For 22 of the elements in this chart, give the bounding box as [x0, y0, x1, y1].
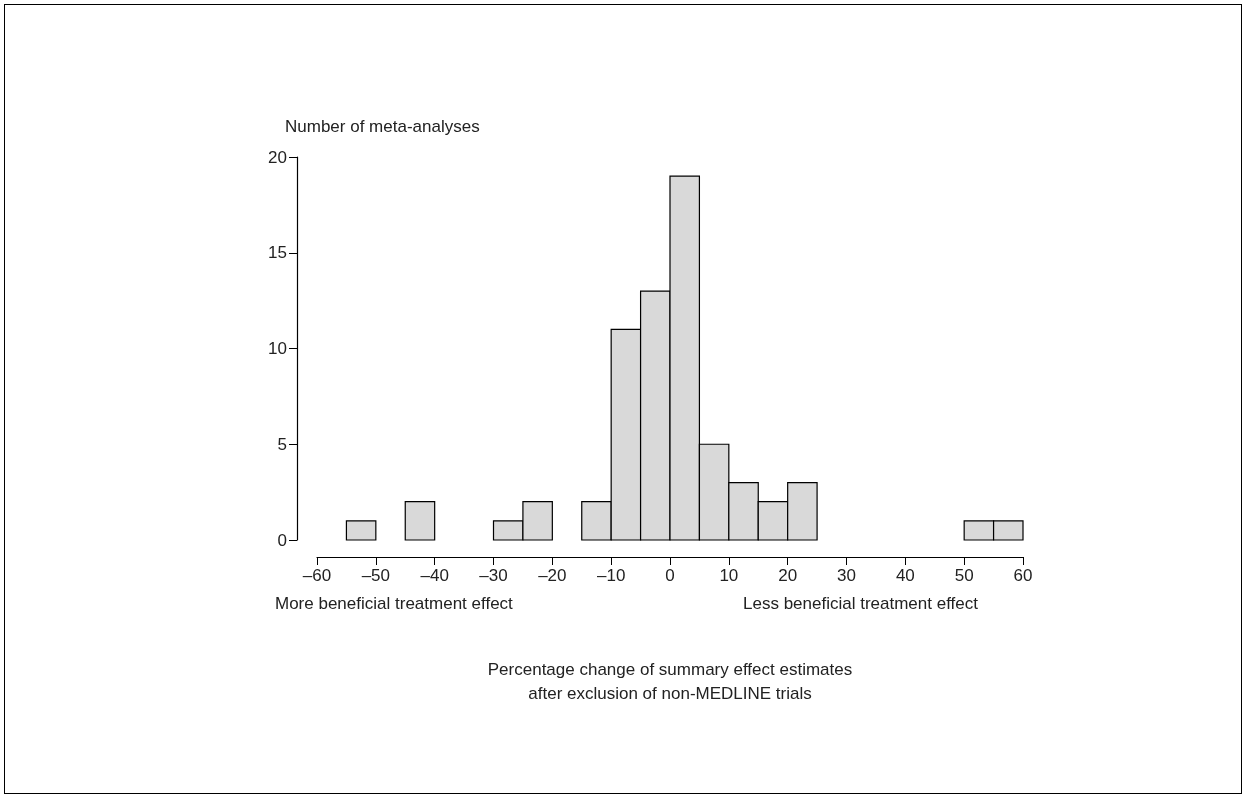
y-tick-label: 5 — [277, 434, 287, 454]
y-tick-label: 10 — [268, 339, 287, 358]
y-tick-label: 15 — [268, 243, 287, 263]
x-tick-label: 50 — [954, 566, 974, 585]
x-tick-label: –50 — [361, 566, 391, 585]
x-tick-label: 60 — [1013, 566, 1033, 585]
x-tick-label: –40 — [420, 566, 449, 585]
text: More beneficial treatment effect — [275, 594, 514, 613]
x-tick-label: 30 — [837, 566, 856, 585]
y-tick-label: 20 — [268, 147, 287, 167]
x-tick-label: –20 — [538, 566, 567, 585]
y-axis-title: Number of meta-analyses — [285, 117, 480, 136]
x-axis-title: Percentage change of summary effect estimates after exclusion of non-MEDLINE trials — [487, 659, 853, 703]
x-tick-label: 0 — [665, 566, 675, 585]
text: Less beneficial treatment effect — [743, 594, 979, 613]
x-tick-label: 20 — [778, 566, 798, 585]
x-tick-label: 10 — [719, 566, 739, 585]
x-tick-label: –60 — [302, 566, 332, 585]
x-tick-label: –10 — [596, 566, 626, 585]
x-tick-label: –30 — [479, 566, 508, 585]
x-tick-label: 40 — [895, 566, 915, 585]
y-tick-label: 0 — [277, 530, 287, 550]
